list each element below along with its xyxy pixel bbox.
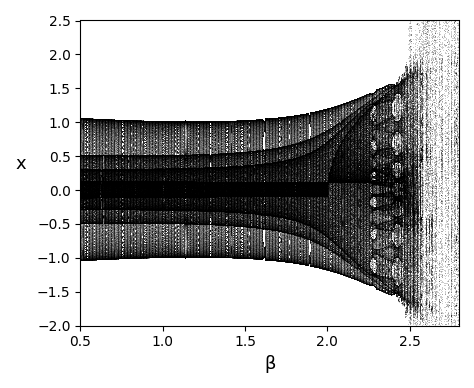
Y-axis label: x: x xyxy=(15,155,26,173)
X-axis label: β: β xyxy=(264,355,275,373)
